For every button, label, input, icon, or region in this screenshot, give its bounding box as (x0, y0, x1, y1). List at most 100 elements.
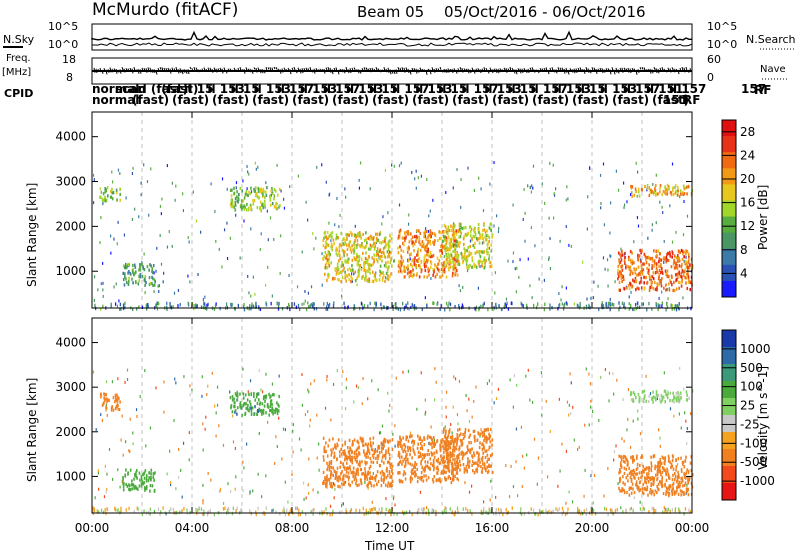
noise-point (522, 454, 524, 458)
noise-point (530, 226, 533, 230)
echo-point (144, 486, 147, 490)
ground-scatter-point (265, 506, 267, 510)
echo-point (399, 267, 402, 271)
echo-point (460, 251, 463, 256)
noise-point (342, 502, 344, 506)
ground-scatter-point (657, 303, 659, 307)
ground-scatter-point (497, 507, 500, 512)
ground-scatter-point (591, 508, 594, 512)
echo-point (423, 437, 426, 441)
noise-point (175, 487, 177, 491)
echo-point (648, 288, 651, 292)
echo-point (350, 459, 352, 463)
noise-point (682, 296, 684, 300)
noise-point (565, 449, 568, 453)
noise-point (325, 180, 327, 184)
ground-scatter-point (323, 510, 325, 514)
echo-point (334, 476, 337, 481)
echo-point (354, 475, 357, 479)
echo-point (257, 189, 260, 193)
echo-point (442, 444, 444, 448)
echo-point (475, 468, 477, 472)
noise-point (195, 219, 198, 223)
noise-point (117, 407, 119, 411)
echo-point (410, 434, 412, 438)
echo-point (135, 280, 137, 284)
echo-point (376, 252, 378, 256)
echo-point (654, 287, 657, 291)
echo-point (675, 391, 678, 396)
noise-point (156, 307, 159, 311)
echo-point (640, 270, 642, 274)
noise-point (375, 241, 378, 245)
echo-point (364, 245, 367, 249)
echo-point (361, 460, 363, 464)
noise-point (229, 390, 231, 394)
echo-point (483, 250, 486, 254)
echo-point (143, 476, 146, 480)
echo-point (103, 399, 106, 403)
noise-point (324, 406, 327, 410)
echo-point (382, 439, 385, 443)
ground-scatter-point (434, 512, 437, 517)
echo-point (358, 267, 361, 272)
echo-point (371, 237, 373, 241)
echo-point (418, 275, 421, 279)
noise-point (158, 284, 160, 288)
ground-scatter-point (421, 507, 423, 511)
echo-point (376, 232, 379, 236)
ground-scatter-point (642, 302, 644, 306)
echo-point (354, 472, 357, 476)
noise-point (645, 374, 647, 378)
noise-point (307, 218, 309, 222)
echo-point (335, 236, 338, 240)
echo-point (676, 267, 679, 271)
noise-point (92, 173, 95, 177)
velocity-colorbar-swatch (722, 381, 736, 399)
ground-scatter-point (155, 303, 157, 307)
echo-point (449, 456, 451, 461)
echo-point (324, 246, 327, 250)
echo-point (488, 257, 490, 261)
echo-point (368, 254, 370, 259)
noise-point (102, 281, 104, 285)
echo-point (421, 465, 424, 469)
echo-point (679, 489, 682, 493)
noise-point (630, 470, 632, 474)
echo-point (620, 255, 622, 259)
noise-point (307, 291, 310, 295)
echo-point (361, 472, 363, 476)
noise-point (267, 420, 269, 424)
echo-point (231, 188, 233, 192)
echo-point (461, 441, 464, 446)
echo-point (482, 444, 485, 448)
echo-point (429, 442, 432, 446)
echo-point (380, 450, 383, 454)
noise-point (416, 407, 418, 411)
echo-point (685, 276, 687, 280)
noise-point (313, 379, 315, 383)
echo-point (398, 478, 401, 482)
echo-point (359, 244, 362, 248)
noise-point (273, 237, 275, 241)
ground-scatter-point (585, 512, 587, 517)
ground-scatter-point (328, 304, 330, 308)
echo-point (400, 438, 403, 442)
cpid-row1-label: il 15 (577, 82, 606, 96)
echo-point (631, 194, 633, 198)
echo-point (389, 439, 391, 443)
noise-point (189, 280, 191, 284)
echo-point (379, 255, 382, 259)
echo-point (656, 270, 659, 274)
velocity-colorbar-tick-label: -1000 (740, 474, 775, 488)
echo-point (455, 232, 458, 236)
noise-point (592, 501, 594, 505)
ground-scatter-point (501, 307, 503, 312)
noise-point (207, 384, 209, 388)
echo-point (363, 262, 365, 266)
velocity-colorbar-tick-label: -500 (740, 455, 767, 469)
ground-scatter-point (601, 302, 604, 307)
echo-point (461, 261, 464, 265)
ground-scatter-point (382, 305, 385, 309)
echo-point (386, 484, 389, 488)
